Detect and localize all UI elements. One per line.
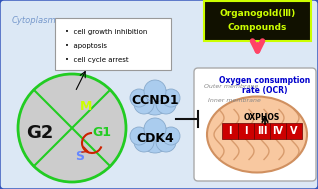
Text: OXPHOS: OXPHOS bbox=[244, 113, 280, 122]
Circle shape bbox=[144, 118, 166, 140]
Text: G1: G1 bbox=[93, 126, 112, 139]
FancyBboxPatch shape bbox=[286, 123, 302, 139]
Text: Outer membrane: Outer membrane bbox=[204, 84, 258, 89]
Text: V: V bbox=[290, 126, 298, 136]
FancyBboxPatch shape bbox=[204, 1, 311, 41]
Text: IV: IV bbox=[273, 126, 284, 136]
FancyBboxPatch shape bbox=[55, 18, 171, 70]
FancyBboxPatch shape bbox=[222, 123, 238, 139]
Circle shape bbox=[162, 89, 180, 107]
Circle shape bbox=[162, 127, 180, 145]
FancyBboxPatch shape bbox=[194, 68, 316, 181]
Text: I: I bbox=[244, 126, 248, 136]
FancyBboxPatch shape bbox=[238, 123, 254, 139]
Circle shape bbox=[140, 123, 170, 153]
Text: Inner membrane: Inner membrane bbox=[208, 98, 261, 103]
Text: CDK4: CDK4 bbox=[136, 132, 174, 145]
Text: CCND1: CCND1 bbox=[131, 94, 179, 106]
FancyBboxPatch shape bbox=[254, 123, 270, 139]
Text: III: III bbox=[257, 126, 267, 136]
Text: Oxygen consumption
rate (OCR): Oxygen consumption rate (OCR) bbox=[219, 76, 311, 95]
Circle shape bbox=[130, 127, 148, 145]
FancyBboxPatch shape bbox=[270, 123, 286, 139]
Circle shape bbox=[134, 94, 154, 114]
Text: Organogold(Ⅲ): Organogold(Ⅲ) bbox=[219, 9, 296, 19]
Text: •  apoptosis: • apoptosis bbox=[65, 43, 107, 49]
Ellipse shape bbox=[207, 97, 307, 173]
Text: M: M bbox=[80, 99, 92, 112]
Text: Compounds: Compounds bbox=[228, 23, 287, 33]
Text: Cytoplasm: Cytoplasm bbox=[12, 16, 57, 25]
Circle shape bbox=[156, 132, 176, 152]
Text: •  cell cycle arrest: • cell cycle arrest bbox=[65, 57, 128, 63]
Text: •  cell growth inhibition: • cell growth inhibition bbox=[65, 29, 147, 35]
Text: S: S bbox=[75, 149, 85, 163]
Circle shape bbox=[18, 74, 126, 182]
Circle shape bbox=[130, 89, 148, 107]
Circle shape bbox=[144, 80, 166, 102]
Text: I: I bbox=[228, 126, 232, 136]
Circle shape bbox=[134, 132, 154, 152]
Circle shape bbox=[140, 85, 170, 115]
Text: G2: G2 bbox=[26, 124, 54, 142]
Circle shape bbox=[156, 94, 176, 114]
